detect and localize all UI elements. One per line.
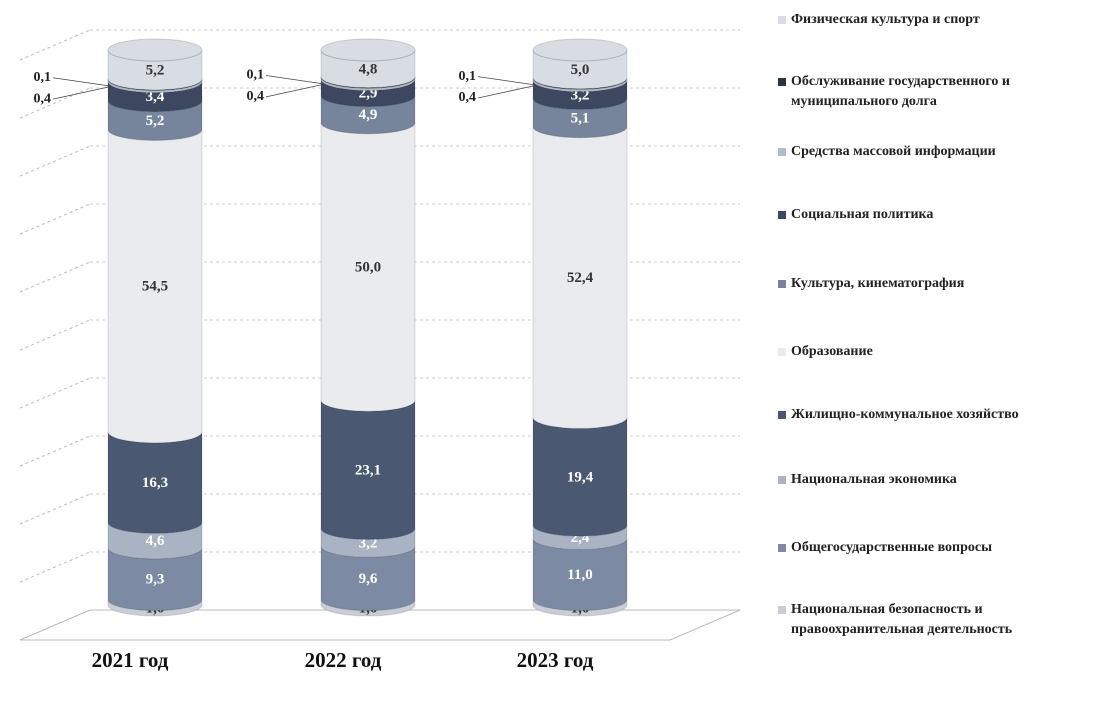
- floor: [19, 609, 741, 641]
- cylinder-top: [107, 38, 203, 62]
- value-label: 0,1: [34, 70, 52, 85]
- value-label: 16,3: [142, 475, 168, 491]
- legend-item: Национальная экономика: [778, 470, 1114, 490]
- legend-label: Общегосударственные вопросы: [791, 540, 993, 555]
- legend-swatch: [778, 211, 786, 219]
- value-label: 0,4: [247, 89, 265, 104]
- legend-item: Национальная безопасность и правоохранит…: [778, 600, 1114, 640]
- value-label: 23,1: [355, 462, 381, 478]
- value-label: 0,1: [459, 69, 477, 84]
- legend-swatch: [778, 606, 786, 614]
- legend-item: Общегосударственные вопросы: [778, 538, 1114, 558]
- value-label: 5,1: [571, 110, 590, 126]
- value-label: 54,5: [142, 279, 168, 295]
- x-tick-label: 2022 год: [305, 648, 382, 672]
- leader-line: [265, 84, 322, 98]
- legend-swatch: [778, 544, 786, 552]
- x-tick-label: 2021 год: [92, 648, 169, 672]
- value-label: 52,4: [567, 270, 594, 286]
- value-label: 5,0: [571, 62, 590, 78]
- value-label: 5,2: [146, 62, 165, 78]
- value-label: 50,0: [355, 259, 381, 275]
- legend-label: Образование: [791, 344, 873, 359]
- legend-swatch: [778, 78, 786, 86]
- legend-item: Культура, кинематография: [778, 274, 1114, 294]
- leader-line: [52, 77, 109, 87]
- grid-line: [19, 203, 91, 235]
- legend-label: Культура, кинематография: [791, 276, 965, 291]
- legend-item: Образование: [778, 342, 1114, 362]
- value-label: 9,3: [146, 572, 165, 588]
- legend-label: Физическая культура и спорт: [791, 12, 980, 27]
- value-label: 9,6: [359, 571, 378, 587]
- grid-line: [19, 87, 91, 119]
- grid-line: [19, 319, 91, 351]
- legend-item: Средства массовой информации: [778, 142, 1114, 162]
- legend-label: Жилищно-коммунальное хозяйство: [791, 407, 1019, 422]
- legend-label: Национальная экономика: [791, 472, 957, 487]
- legend-item: Социальная политика: [778, 205, 1114, 225]
- value-label: 4,6: [146, 533, 165, 549]
- legend-swatch: [778, 148, 786, 156]
- x-tick-label: 2023 год: [517, 648, 594, 672]
- grid-line: [19, 493, 91, 525]
- leader-line: [265, 75, 322, 84]
- legend-swatch: [778, 476, 786, 484]
- legend-item: Физическая культура и спорт: [778, 10, 1114, 30]
- grid-line: [19, 551, 91, 583]
- value-label: 3,4: [146, 89, 165, 105]
- leader-line: [52, 86, 109, 100]
- legend-label: Социальная политика: [791, 207, 934, 222]
- value-label: 0,1: [247, 68, 265, 83]
- value-label: 4,9: [359, 107, 378, 123]
- legend-swatch: [778, 411, 786, 419]
- grid-line: [19, 29, 91, 61]
- legend-swatch: [778, 348, 786, 356]
- value-label: 5,2: [146, 113, 165, 129]
- legend-label: Средства массовой информации: [791, 144, 996, 159]
- legend-item: Жилищно-коммунальное хозяйство: [778, 405, 1114, 425]
- value-label: 4,8: [359, 61, 378, 77]
- grid-line: [19, 145, 91, 177]
- grid-line: [19, 377, 91, 409]
- grid-line: [19, 435, 91, 467]
- legend-label: Обслуживание государственного и муниципа…: [791, 74, 1010, 109]
- value-label: 19,4: [567, 469, 594, 485]
- legend-label: Национальная безопасность и правоохранит…: [791, 602, 1013, 637]
- grid-line: [19, 261, 91, 293]
- legend-item: Обслуживание государственного и муниципа…: [778, 72, 1114, 112]
- legend-swatch: [778, 16, 786, 24]
- value-label: 0,4: [34, 91, 52, 106]
- cylinder-top: [320, 38, 416, 62]
- value-label: 0,4: [459, 90, 477, 105]
- legend-swatch: [778, 280, 786, 288]
- leader-line: [477, 76, 534, 86]
- leader-line: [477, 85, 534, 99]
- value-label: 11,0: [567, 567, 592, 583]
- cylinder-top: [532, 38, 628, 62]
